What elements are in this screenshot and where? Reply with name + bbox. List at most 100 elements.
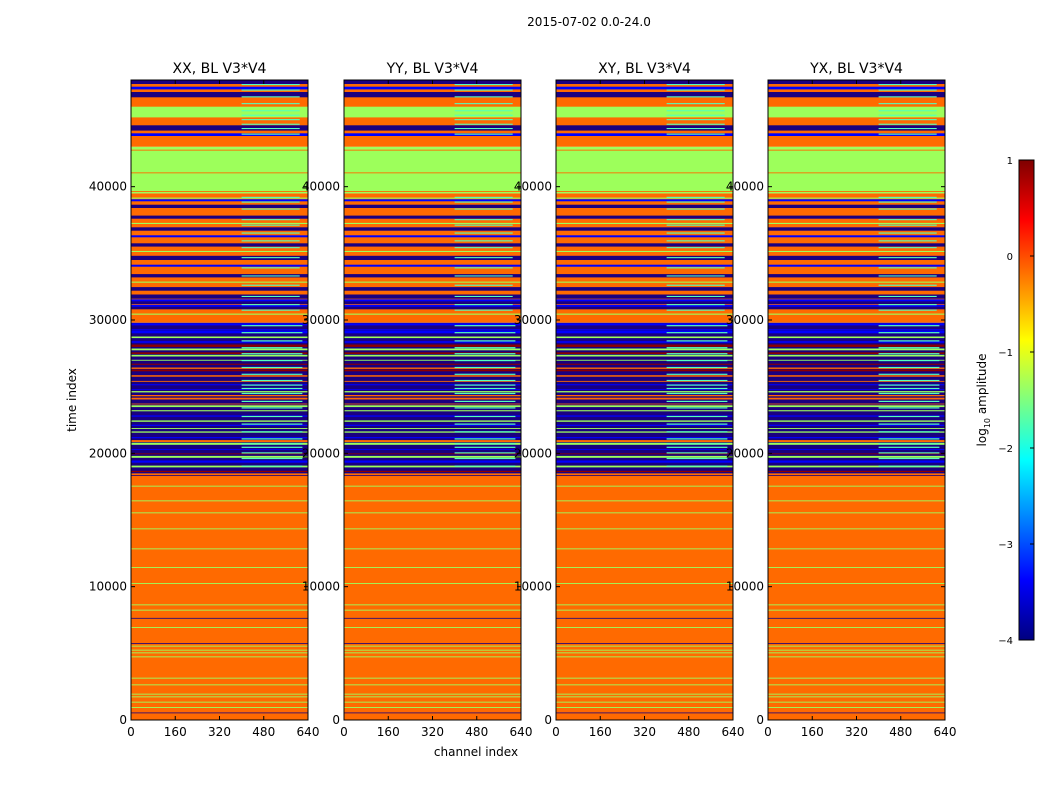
heatmap-band	[768, 197, 945, 199]
heatmap-panel-xx: XX, BL V3*V4 0 160 320 480 640 0 10000 20000 3000…	[89, 61, 320, 739]
heatmap-band	[768, 250, 945, 252]
heatmap-band	[131, 440, 308, 442]
heatmap-band	[344, 305, 521, 310]
heatmap-band	[768, 367, 945, 369]
heatmap-band	[454, 247, 513, 249]
heatmap-band	[131, 652, 308, 654]
heatmap-cells	[131, 80, 308, 720]
heatmap-band	[768, 395, 945, 397]
heatmap-band	[344, 281, 521, 283]
heatmap-band	[878, 119, 937, 121]
x-tick-label: 640	[297, 725, 320, 739]
heatmap-band	[768, 649, 945, 651]
heatmap-band	[241, 103, 300, 105]
heatmap-band	[344, 420, 521, 422]
heatmap-band	[666, 443, 728, 445]
heatmap-band	[556, 475, 733, 476]
heatmap-band	[344, 512, 521, 514]
heatmap-band	[344, 617, 521, 619]
heatmap-band	[768, 348, 945, 351]
heatmap-band	[241, 360, 303, 362]
heatmap-band	[666, 247, 725, 249]
heatmap-band	[556, 643, 733, 644]
heatmap-band	[556, 604, 733, 606]
heatmap-band	[768, 363, 945, 365]
heatmap-band	[768, 352, 945, 354]
heatmap-band	[344, 473, 521, 720]
heatmap-band	[556, 512, 733, 514]
heatmap-band	[768, 397, 945, 400]
heatmap-band	[131, 264, 308, 267]
heatmap-band	[344, 470, 521, 472]
heatmap-band	[241, 443, 303, 445]
heatmap-band	[878, 423, 940, 425]
heatmap-band	[241, 96, 300, 98]
heatmap-band	[666, 110, 725, 112]
heatmap-band	[344, 222, 521, 224]
heatmap-band	[344, 255, 521, 260]
heatmap-band	[768, 465, 945, 468]
heatmap-band	[131, 684, 308, 686]
heatmap-band	[556, 301, 733, 304]
heatmap-band	[241, 452, 303, 454]
heatmap-band	[344, 645, 521, 647]
heatmap-band	[344, 707, 521, 708]
heatmap-band	[454, 415, 516, 418]
figure-suptitle: 2015-07-02 0.0-24.0	[527, 15, 651, 29]
heatmap-band	[768, 512, 945, 514]
heatmap-band	[131, 294, 308, 299]
heatmap-band	[454, 110, 513, 112]
heatmap-band	[666, 457, 728, 460]
heatmap-band	[131, 323, 308, 326]
heatmap-band	[768, 431, 945, 433]
y-tick-label: 40000	[514, 180, 552, 194]
heatmap-band	[131, 199, 308, 202]
heatmap-band	[768, 677, 945, 679]
heatmap-band	[768, 470, 945, 472]
heatmap-band	[241, 379, 303, 382]
heatmap-band	[131, 331, 308, 334]
heatmap-band	[241, 353, 303, 355]
heatmap-band	[666, 267, 725, 269]
heatmap-band	[878, 123, 937, 125]
heatmap-band	[344, 460, 521, 463]
heatmap-band	[344, 149, 521, 151]
heatmap-band	[131, 299, 308, 302]
colorbar-tick-label: −1	[998, 348, 1013, 359]
heatmap-band	[556, 424, 733, 426]
heatmap-band	[344, 604, 521, 606]
heatmap-band	[344, 106, 521, 118]
heatmap-band	[556, 199, 733, 202]
heatmap-band	[556, 384, 733, 386]
y-tick-label: 10000	[89, 580, 127, 594]
heatmap-band	[241, 366, 303, 369]
heatmap-band	[878, 465, 940, 467]
heatmap-band	[666, 309, 725, 311]
heatmap-band	[768, 92, 945, 98]
heatmap-band	[878, 309, 937, 311]
heatmap-band	[131, 583, 308, 584]
heatmap-band	[131, 204, 308, 208]
heatmap-band	[556, 352, 733, 354]
heatmap-band	[556, 428, 733, 429]
heatmap-band	[344, 656, 521, 658]
heatmap-band	[241, 89, 300, 91]
heatmap-band	[131, 410, 308, 412]
heatmap-band	[556, 449, 733, 450]
heatmap-band	[556, 191, 733, 192]
heatmap-band	[454, 208, 513, 210]
heatmap-band	[666, 465, 728, 467]
x-tick-label: 640	[934, 725, 957, 739]
heatmap-band	[666, 196, 725, 198]
heatmap-band	[768, 255, 945, 260]
heatmap-band	[556, 341, 733, 343]
heatmap-band	[768, 696, 945, 698]
heatmap-band	[556, 405, 733, 408]
heatmap-band	[454, 219, 513, 221]
heatmap-band	[878, 196, 937, 198]
heatmap-band	[454, 360, 516, 362]
heatmap-band	[556, 344, 733, 347]
y-tick-label: 10000	[514, 580, 552, 594]
heatmap-band	[131, 455, 308, 458]
